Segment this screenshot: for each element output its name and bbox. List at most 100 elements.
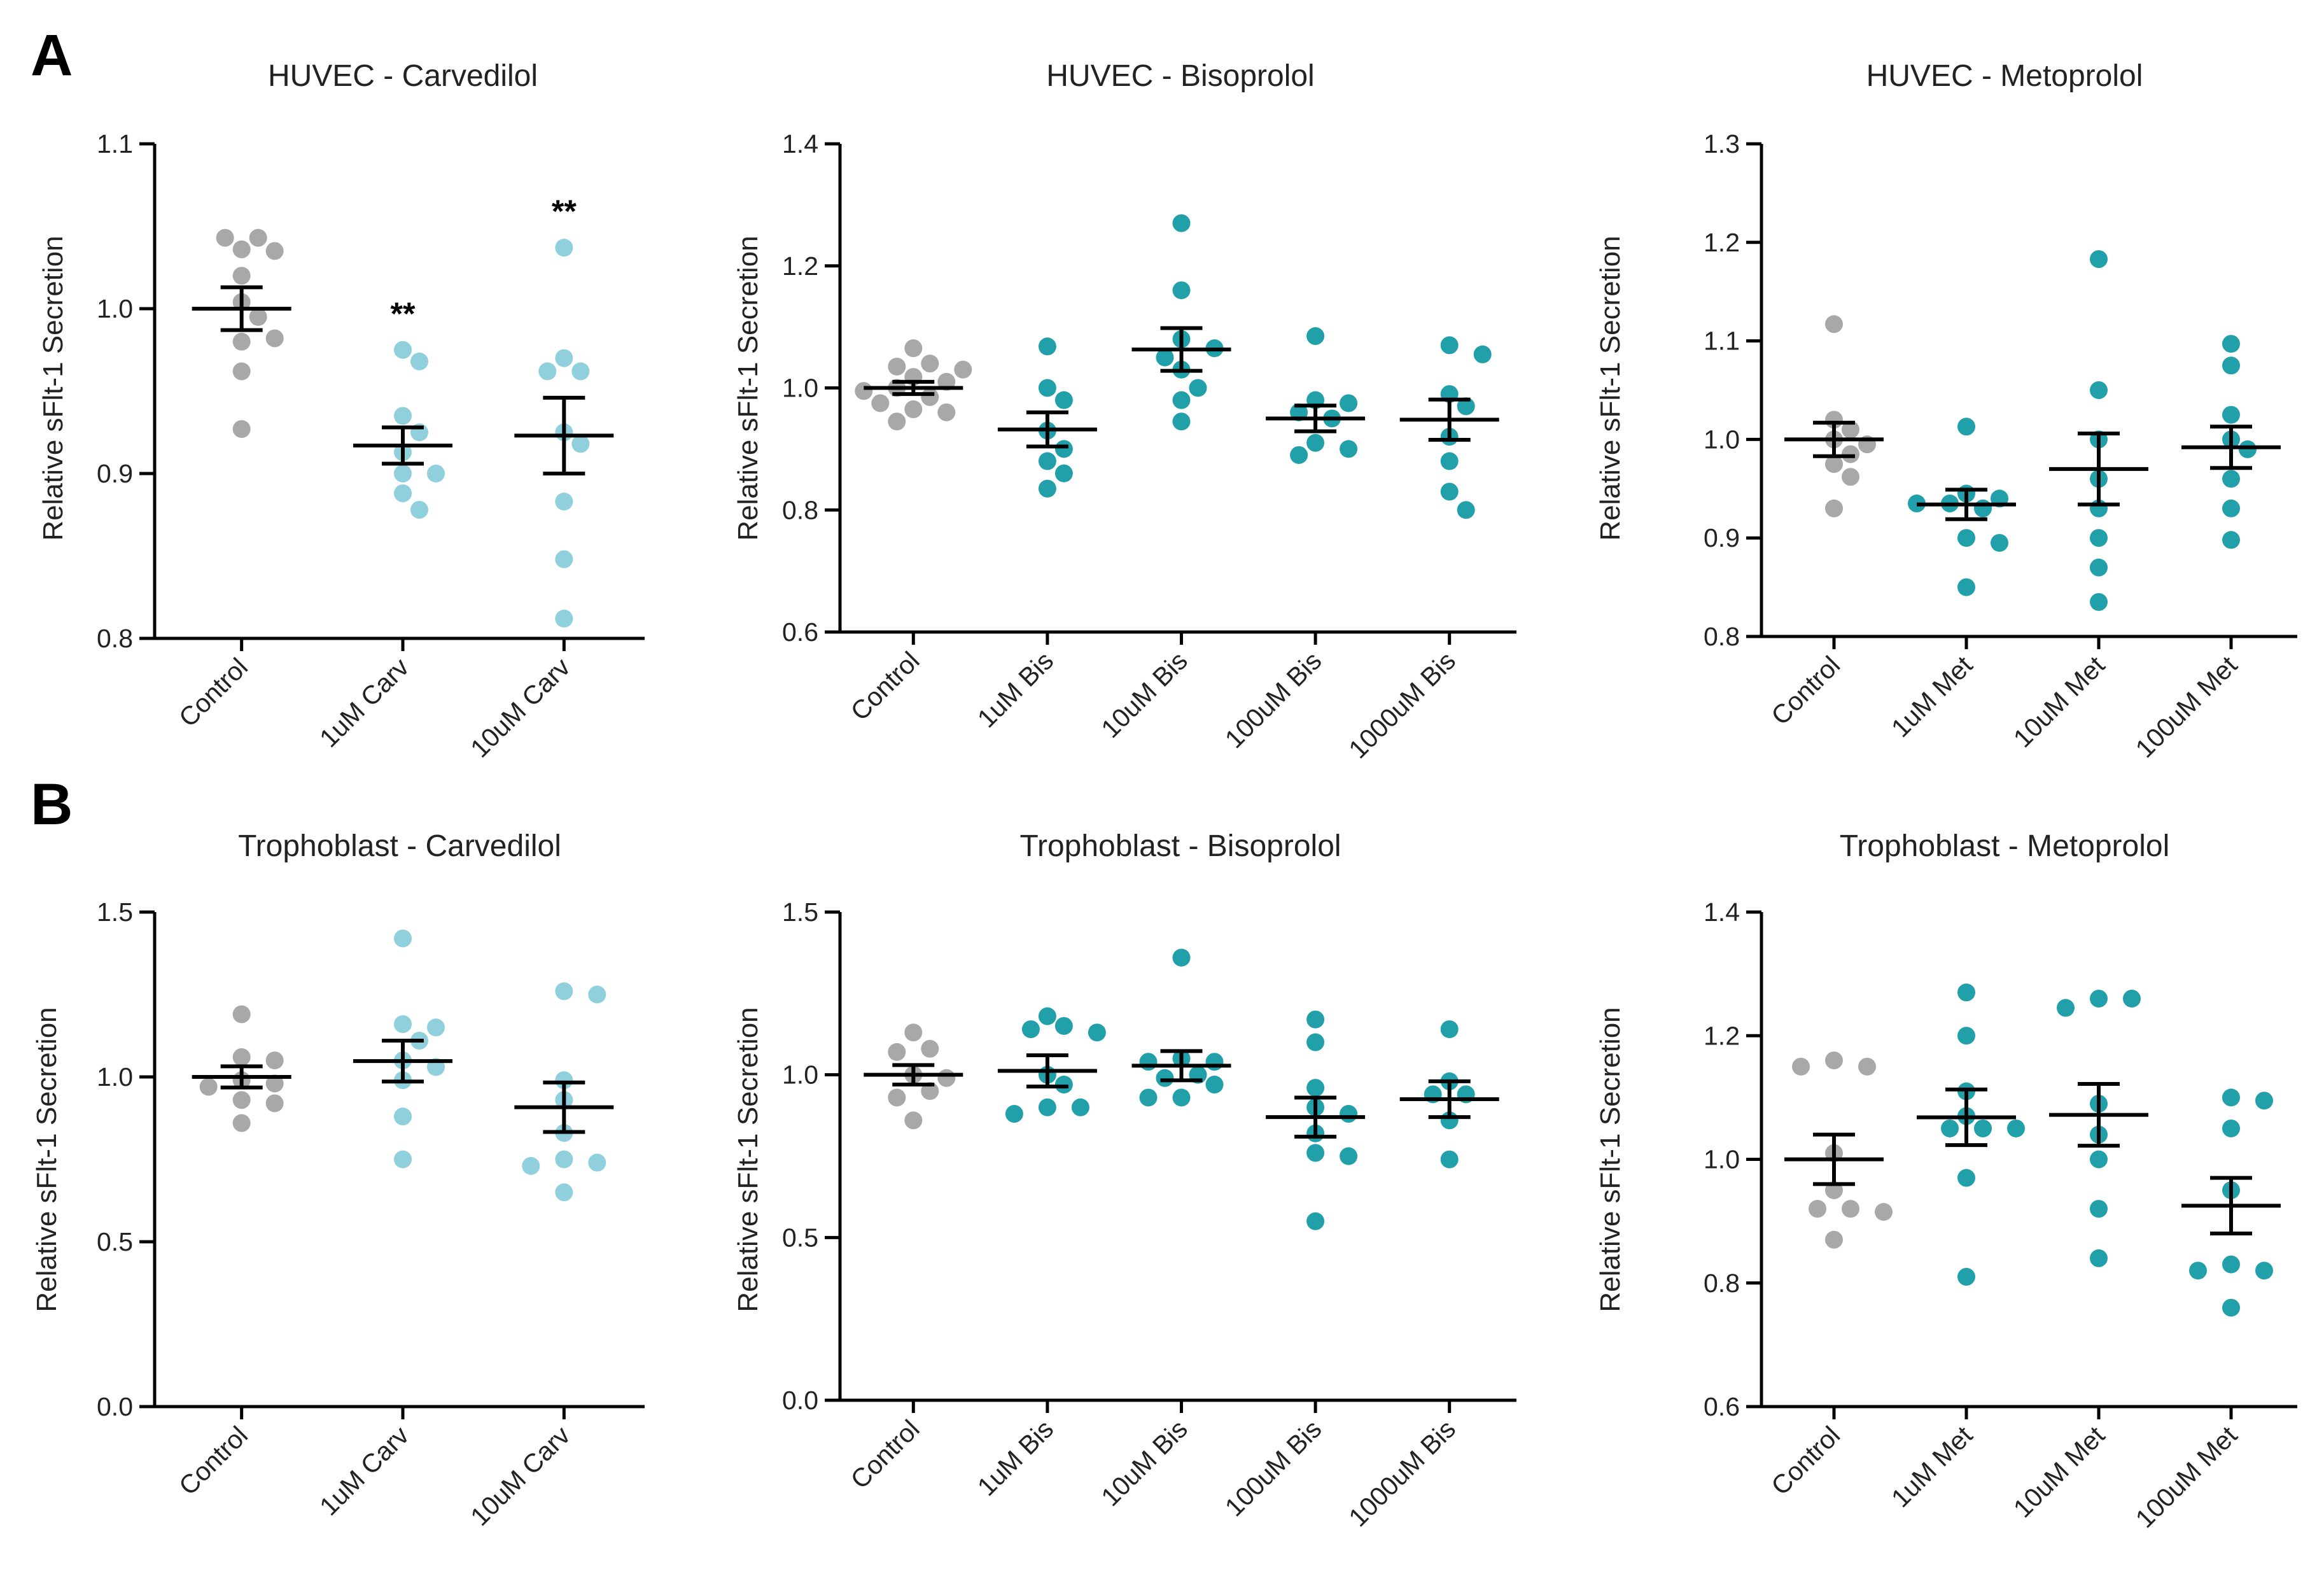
data-point [555,239,573,257]
y-tick-label: 1.2 [1704,1021,1740,1050]
data-point [1156,348,1174,367]
data-point [232,1005,251,1023]
data-point [2090,529,2108,547]
chart-2: HUVEC - Bisoprolol Relative sFlt-1 Secret… [732,59,1516,764]
data-point [1290,446,1308,464]
data-point [2123,989,2141,1008]
data-point [1054,1076,1073,1094]
data-point [1038,337,1056,356]
y-tick-label: 1.1 [1704,327,1740,356]
data-point [265,1051,284,1070]
y-tick-label: 1.5 [97,897,133,927]
data-point [1139,1053,1158,1071]
data-point [904,1023,923,1042]
data-point [1306,1144,1325,1162]
data-point [555,493,573,511]
data-point [265,329,284,348]
data-point [2222,1119,2240,1137]
data-point [394,465,412,482]
data-point [1440,482,1459,501]
data-point [1957,529,1975,547]
category-label: Control [173,652,253,733]
category-label: 10uM Met [2008,650,2111,753]
data-point [2222,1255,2240,1274]
y-tick-label: 0.6 [1704,1392,1740,1421]
data-point [1340,440,1358,458]
data-point [1205,1076,1224,1094]
category-label: 1000uM Bis [1343,1414,1461,1533]
y-tick-label: 0.6 [782,617,818,647]
data-point [1172,948,1191,967]
y-tick-label: 1.0 [782,374,818,403]
data-point [1440,1150,1459,1169]
data-point [2007,1119,2025,1137]
y-axis-label: Relative sFlt-1 Secretion [732,1007,764,1312]
significance-annotation: ** [552,193,577,229]
data-point [1957,983,1975,1002]
data-point [2090,593,2108,611]
data-point [2090,558,2108,577]
data-point [1088,1023,1106,1042]
data-point [2090,1200,2108,1218]
data-point [2255,1092,2273,1110]
data-point [1038,1098,1056,1116]
data-point [2222,356,2240,375]
y-tick-label: 0.5 [782,1223,818,1252]
data-point [249,228,267,247]
y-tick-label: 0.9 [97,459,133,488]
data-point [2222,1088,2240,1107]
data-point [394,484,412,503]
data-point [1825,315,1843,334]
data-point [2057,999,2075,1017]
data-point [921,355,939,373]
data-point [232,267,251,285]
data-point [1306,1212,1325,1230]
data-point [1875,1203,1893,1221]
chart-6: Trophoblast - Metoprolol Relative sFlt-1 … [1595,829,2297,1533]
category-label: 1uM Bis [972,646,1059,733]
data-point [232,240,251,258]
y-tick-label: 1.4 [1704,897,1740,927]
data-point [2189,1261,2207,1280]
data-point [1941,1119,1959,1137]
data-point [232,1048,251,1066]
data-point [1071,1098,1089,1116]
category-label: 1uM Carv [314,652,415,753]
panel-label-a: A [31,23,73,88]
data-point [394,1150,412,1169]
data-point [427,1018,445,1037]
data-point [394,341,412,359]
data-point [1825,455,1843,474]
data-point [555,1150,573,1169]
chart-title: HUVEC - Metoprolol [1866,59,2143,93]
data-point [555,609,573,628]
data-point [1306,433,1325,452]
data-point [1306,1010,1325,1029]
data-point [555,550,573,568]
y-tick-label: 0.8 [1704,622,1740,651]
y-tick-label: 0.0 [782,1386,818,1415]
data-point [904,400,923,419]
data-point [1440,452,1459,470]
chart-5: Trophoblast - Bisoprolol Relative sFlt-1 … [732,829,1516,1532]
category-label: 1uM Met [1886,1420,1978,1513]
data-point [855,382,873,400]
category-label: 100uM Met [2130,650,2243,763]
data-point [1957,1169,1975,1187]
data-point [1005,1105,1023,1123]
category-label: Control [845,1414,925,1494]
data-point [888,357,906,376]
y-tick-label: 1.0 [782,1060,818,1090]
data-point [394,407,412,425]
data-point [2222,531,2240,549]
category-label: 1000uM Bis [1343,646,1461,764]
chart-title: HUVEC - Carvedilol [268,59,538,93]
y-tick-label: 0.8 [97,624,133,653]
y-axis-label: Relative sFlt-1 Secretion [1595,235,1626,540]
category-label: 10uM Bis [1095,1414,1193,1512]
y-tick-label: 1.4 [782,129,818,158]
data-point [1473,345,1492,363]
data-point [921,388,939,406]
data-point [1172,214,1191,232]
data-point [1054,440,1073,458]
